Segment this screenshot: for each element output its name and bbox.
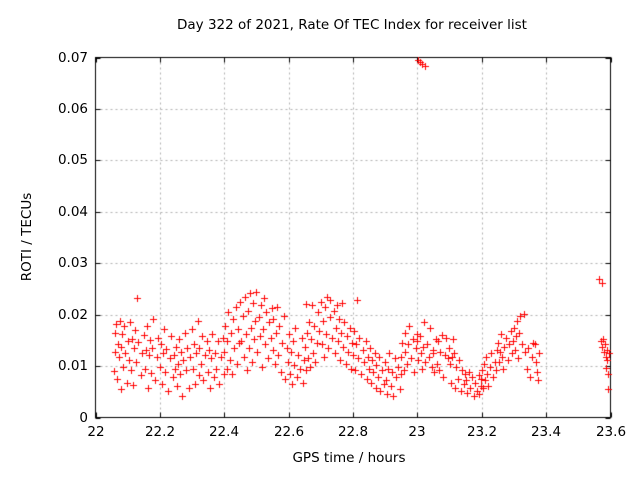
y-tick-label: 0.01 xyxy=(57,358,88,374)
x-tick-label: 22.6 xyxy=(273,424,305,440)
x-tick-label: 22 xyxy=(87,424,105,440)
y-tick-label: 0.05 xyxy=(57,152,88,168)
y-tick-label: 0.06 xyxy=(57,101,88,117)
y-tick-label: 0 xyxy=(79,410,88,426)
x-tick-label: 23 xyxy=(408,424,426,440)
x-tick-label: 23.4 xyxy=(530,424,562,440)
y-tick-label: 0.03 xyxy=(57,255,88,271)
x-tick-label: 22.8 xyxy=(337,424,369,440)
y-tick-label: 0.04 xyxy=(57,204,88,220)
x-tick-label: 22.4 xyxy=(208,424,240,440)
x-axis-title: GPS time / hours xyxy=(292,450,406,466)
y-tick-label: 0.07 xyxy=(57,50,88,66)
x-tick-label: 23.2 xyxy=(466,424,498,440)
chart-title: Day 322 of 2021, Rate Of TEC Index for r… xyxy=(177,17,527,33)
x-tick-label: 23.6 xyxy=(595,424,627,440)
y-tick-label: 0.02 xyxy=(57,307,88,323)
x-tick-label: 22.2 xyxy=(144,424,176,440)
